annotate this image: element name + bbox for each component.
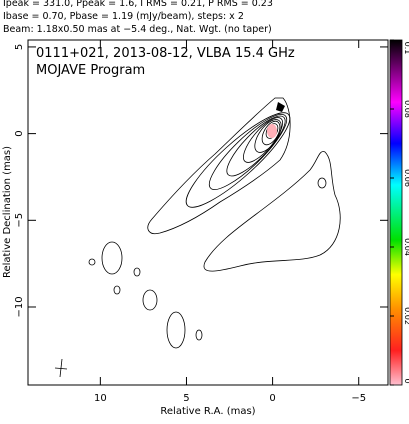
colorbar [389, 39, 403, 386]
x-tick-label: 5 [183, 393, 189, 404]
core-polarization [267, 124, 277, 138]
x-tick-label: 0 [269, 393, 275, 404]
plot-frame [27, 39, 389, 386]
colorbar-tick-label: 0.02 [403, 307, 409, 325]
plot-title: 0111+021, 2013-08-12, VLBA 15.4 GHz [36, 46, 295, 61]
y-tick-label: −10 [14, 296, 25, 317]
colorbar-tick-label: 0.06 [403, 169, 409, 187]
y-tick-label: −5 [14, 213, 25, 228]
x-tick-label: −5 [351, 393, 366, 404]
header-line: Ipeak = 331.0, Ppeak = 1.6, I RMS = 0.21… [3, 0, 273, 9]
colorbar-tick-label: 0.08 [403, 100, 409, 118]
beam [54, 358, 68, 378]
colorbar-tick-label: 0.1 [403, 42, 409, 55]
header-line: Beam: 1.18x0.50 mas at −5.4 deg., Nat. W… [3, 24, 272, 35]
y-axis-label: Relative Declination (mas) [2, 146, 13, 278]
polarization-peak [276, 102, 285, 112]
colorbar-tick-label: 0.04 [403, 238, 409, 256]
contours [88, 97, 341, 349]
y-tick-label: 0 [14, 130, 25, 136]
x-axis-label: Relative R.A. (mas) [160, 406, 255, 417]
header-line: Ibase = 0.70, Pbase = 1.19 (mJy/beam), s… [3, 11, 244, 22]
colorbar-tick-label: 0 [403, 378, 409, 383]
y-tick-label: 5 [14, 44, 25, 50]
plot-subtitle: MOJAVE Program [36, 63, 145, 78]
x-tick-label: 10 [94, 393, 107, 404]
